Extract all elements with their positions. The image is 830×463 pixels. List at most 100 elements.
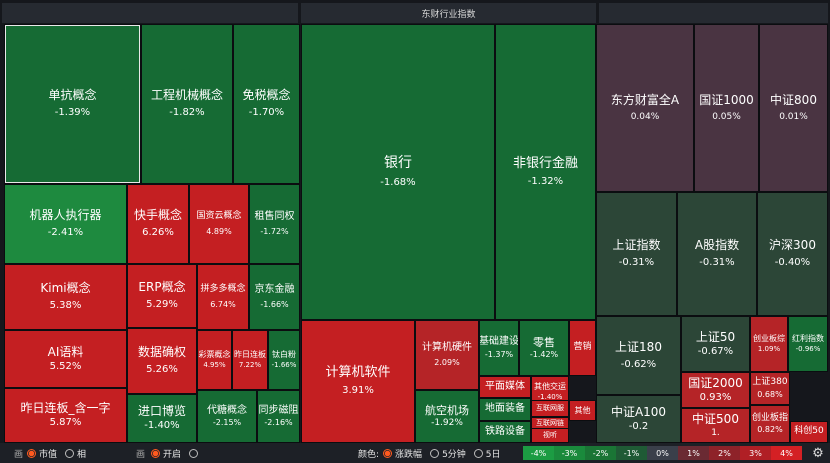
heatmap-tile[interactable]: 国证2000 0.93%	[681, 372, 750, 408]
tile-name: 中证500	[692, 411, 739, 426]
heatmap-tile[interactable]: 零售 -1.42%	[519, 320, 569, 376]
tile-name: 科创50	[794, 426, 824, 437]
heatmap-tile[interactable]: 创业板指 0.82%	[750, 405, 790, 443]
heatmap-tile[interactable]: 京东金融 -1.66%	[249, 264, 300, 330]
heatmap-tile[interactable]: 沪深300 -0.40%	[757, 192, 828, 316]
tile-change: 3.91%	[342, 385, 374, 397]
tile-name: 数据确权	[137, 345, 186, 360]
heatmap-tile[interactable]: 科创50	[790, 421, 828, 443]
heatmap-tile[interactable]: 互联网服	[531, 400, 569, 417]
tile-change: -0.31%	[618, 257, 655, 269]
heatmap-tile[interactable]: 机器人执行器 -2.41%	[4, 184, 127, 264]
heatmap-tile[interactable]: 其他	[569, 400, 596, 421]
heatmap-tile[interactable]: 昨日连板 7.22%	[232, 330, 268, 390]
tile-name: 地面装备	[485, 403, 525, 415]
heatmap-tile[interactable]: 中证A100 -0.2	[596, 395, 681, 443]
tile-change: -1.70%	[248, 107, 285, 119]
tile-change: 5.29%	[146, 299, 178, 311]
tile-change: 5.52%	[49, 360, 82, 372]
tile-name: 昨日连板	[234, 350, 266, 360]
heatmap-tile[interactable]: 上证380 0.68%	[750, 372, 790, 405]
tile-name: 京东金融	[254, 283, 295, 295]
heatmap-tile[interactable]: 平面媒体	[479, 376, 531, 398]
tile-name: 铁路设备	[485, 425, 525, 437]
heatmap-tile[interactable]: 国资云概念 4.89%	[189, 184, 249, 264]
heatmap-tile[interactable]: ERP概念 5.29%	[127, 264, 197, 328]
tile-name: 快手概念	[133, 208, 182, 223]
tile-name: ERP概念	[138, 280, 186, 295]
heatmap-tile[interactable]: 租售同权 -1.72%	[249, 184, 300, 264]
tile-change: -1.37%	[484, 349, 514, 359]
heatmap-tile[interactable]: 上证180 -0.62%	[596, 316, 681, 395]
heatmap-tile[interactable]: 航空机场 -1.92%	[415, 390, 479, 443]
tile-name: 平面媒体	[485, 380, 525, 392]
heatmap-tile[interactable]: 昨日连板_含一字 5.87%	[4, 388, 127, 443]
heatmap-tile[interactable]: Kimi概念 5.38%	[4, 264, 127, 330]
heatmap-tile[interactable]: AI语料 5.52%	[4, 330, 127, 388]
heatmap-tile[interactable]: 地面装备	[479, 398, 531, 421]
size-option-market-cap[interactable]: 市值	[27, 447, 57, 460]
heatmap-tile[interactable]: 快手概念 6.26%	[127, 184, 189, 264]
tile-change: 5.87%	[49, 417, 82, 429]
heatmap-tile[interactable]: 拼多多概念 6.74%	[197, 264, 249, 330]
radio-selected-icon	[383, 448, 393, 458]
toggle-option-on[interactable]: 开启	[151, 447, 181, 460]
heatmap-tile[interactable]: 同步磁阻 -2.16%	[257, 390, 300, 443]
tile-change: -0.96%	[795, 345, 821, 354]
tile-change: -1.68%	[380, 176, 416, 188]
heatmap-tile[interactable]: 视听	[531, 428, 569, 443]
gear-icon[interactable]: ⚙	[812, 445, 824, 461]
tile-change: -0.40%	[774, 257, 811, 269]
tile-change: -1.92%	[431, 418, 463, 429]
tile-change: 1.	[711, 427, 720, 438]
legend-swatch: -1%	[616, 446, 647, 460]
tile-change: 1.09%	[757, 345, 781, 354]
heatmap-tile[interactable]: 国证1000 0.05%	[694, 24, 759, 192]
header-left	[2, 3, 298, 23]
heatmap-tile[interactable]: 进口博览 -1.40%	[127, 394, 197, 443]
heatmap-tile[interactable]: 数据确权 5.26%	[127, 328, 197, 394]
tile-change: -2.15%	[212, 418, 242, 428]
color-option-5day[interactable]: 5日	[473, 447, 501, 460]
tile-name: 机器人执行器	[29, 208, 102, 223]
tile-name: 零售	[533, 335, 555, 349]
heatmap-tile[interactable]: 中证500 1.	[681, 408, 750, 443]
heatmap-tile[interactable]: 红利指数 -0.96%	[788, 316, 828, 372]
heatmap-tile[interactable]: 钛白粉 -1.66%	[268, 330, 300, 390]
heatmap-tile[interactable]: A股指数 -0.31%	[677, 192, 757, 316]
legend-swatch: -2%	[585, 446, 616, 460]
heatmap-tile[interactable]: 上证指数 -0.31%	[596, 192, 677, 316]
heatmap-tile[interactable]: 代糖概念 -2.15%	[197, 390, 257, 443]
heatmap-tile[interactable]: 单抗概念 -1.39%	[4, 24, 141, 184]
heatmap-tile[interactable]: 中证800 0.01%	[759, 24, 828, 192]
tile-name: Kimi概念	[40, 281, 91, 296]
heatmap-tile[interactable]: 彩票概念 4.95%	[197, 330, 232, 390]
heatmap-tile[interactable]: 营销	[569, 320, 596, 376]
legend-swatch: 0%	[647, 446, 678, 460]
tile-name: 中证800	[770, 92, 817, 107]
heatmap-tile[interactable]: 上证50 -0.67%	[681, 316, 750, 372]
tile-name: 拼多多概念	[200, 284, 246, 295]
size-option-relative[interactable]: 相	[65, 447, 86, 460]
radio-selected-icon	[27, 448, 37, 458]
heatmap-tile[interactable]: 铁路设备	[479, 421, 531, 443]
heatmap-tile[interactable]: 免税概念 -1.70%	[233, 24, 300, 184]
tile-change: -1.72%	[260, 227, 289, 237]
heatmap-tile[interactable]: 计算机硬件 2.09%	[415, 320, 479, 390]
heatmap-tile[interactable]: 非银行金融 -1.32%	[495, 24, 596, 320]
color-option-change[interactable]: 涨跌幅	[383, 447, 422, 460]
tile-name: 代糖概念	[207, 404, 247, 416]
color-option-5min[interactable]: 5分钟	[430, 447, 466, 460]
heatmap-tile[interactable]: 工程机械概念 -1.82%	[141, 24, 233, 184]
heatmap-tile[interactable]: 计算机软件 3.91%	[301, 320, 415, 443]
heatmap-tile[interactable]: 创业板综 1.09%	[750, 316, 788, 372]
heatmap-tile[interactable]: 东方财富全A 0.04%	[596, 24, 694, 192]
heatmap-tile[interactable]: 银行 -1.68%	[301, 24, 495, 320]
tile-name: 其他	[574, 405, 591, 415]
tile-change: -0.2	[628, 420, 649, 432]
toggle-group-label: 画	[136, 449, 146, 460]
toggle-option-off[interactable]	[189, 448, 201, 458]
heatmap-tile[interactable]: 基础建设 -1.37%	[479, 320, 519, 376]
tile-change: -0.62%	[620, 358, 657, 370]
radio-icon	[189, 448, 199, 458]
